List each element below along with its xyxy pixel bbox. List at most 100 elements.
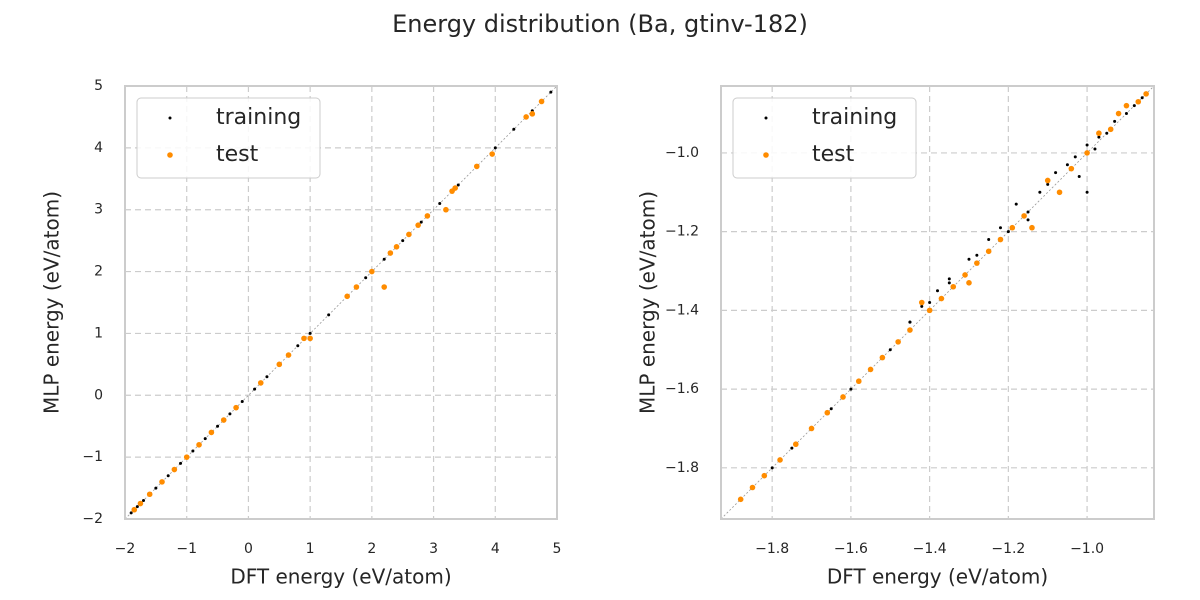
data-point [253, 387, 257, 391]
data-point [419, 220, 423, 224]
data-point [364, 276, 368, 280]
data-point [777, 457, 783, 463]
data-point [393, 244, 400, 250]
data-point [829, 407, 833, 411]
y-tick-label: 0 [94, 387, 103, 403]
legend-marker [764, 116, 768, 120]
data-point [1096, 130, 1102, 137]
data-point [947, 281, 951, 285]
data-point [171, 466, 178, 473]
data-point [135, 505, 139, 509]
data-point [975, 253, 979, 257]
x-tick-label: −1.0 [1070, 541, 1104, 557]
data-point [974, 260, 980, 266]
data-point [406, 231, 412, 238]
data-point [790, 446, 794, 450]
subplot: −1.8 −1.6 −1.4 −1.2 −1.0 −1.8 −1.6 −1.4 −1.2 −1.0… [636, 85, 1155, 589]
data-point [203, 437, 207, 441]
data-point [1026, 218, 1030, 222]
data-point [1077, 175, 1081, 179]
x-tick-label: −1.4 [913, 541, 947, 557]
x-tick-label: −1.8 [755, 541, 789, 557]
data-point [452, 185, 458, 191]
data-point [493, 146, 497, 150]
x-tick-label: 1 [306, 541, 315, 557]
x-tick-label: −1.2 [991, 541, 1025, 557]
data-point [1021, 213, 1027, 219]
data-point [228, 412, 232, 416]
y-tick-label: 1 [94, 325, 103, 341]
data-point [489, 151, 496, 157]
data-point [824, 409, 831, 416]
y-tick-label: −1.4 [665, 302, 699, 318]
data-point [233, 404, 239, 411]
data-point [840, 394, 846, 400]
data-point [154, 486, 158, 490]
legend-marker [763, 152, 769, 158]
data-point [1132, 104, 1136, 108]
data-point [529, 111, 536, 117]
data-point [879, 354, 886, 361]
data-point [926, 307, 933, 314]
data-point [1026, 210, 1030, 214]
data-point [967, 257, 971, 261]
x-tick-label: 3 [429, 541, 438, 557]
data-point [159, 479, 165, 485]
y-tick-label: 5 [94, 78, 103, 94]
axes-frame [124, 85, 558, 520]
data-point [1029, 224, 1035, 231]
data-point [987, 238, 991, 242]
data-point [792, 441, 799, 448]
data-point [737, 496, 744, 503]
y-tick-label: −2 [82, 511, 103, 527]
data-point [146, 491, 153, 498]
data-point [265, 375, 269, 379]
data-point [240, 399, 244, 403]
y-tick-label: 2 [94, 264, 103, 280]
data-point [415, 222, 421, 228]
data-point [1065, 163, 1069, 167]
data-point [907, 327, 913, 333]
data-point [549, 90, 553, 94]
data-point [387, 250, 394, 256]
data-point [966, 280, 972, 286]
data-point [191, 449, 195, 453]
data-point [1123, 102, 1130, 109]
data-point [936, 289, 939, 293]
data-point [179, 461, 183, 465]
data-point [1014, 202, 1018, 206]
data-point [456, 183, 460, 187]
data-point [985, 248, 992, 255]
legend-marker [168, 116, 172, 120]
data-point [129, 511, 133, 515]
data-point [216, 424, 220, 428]
data-point [1124, 112, 1128, 116]
data-point [401, 239, 405, 243]
data-point [196, 441, 202, 448]
data-point [1009, 224, 1016, 231]
data-point [307, 335, 313, 342]
data-point [855, 378, 862, 385]
data-point [1046, 182, 1050, 186]
data-point [1143, 91, 1149, 97]
data-point [947, 277, 951, 281]
data-point [1054, 171, 1058, 175]
y-tick-label: −1.2 [665, 224, 699, 240]
y-tick-label: 4 [94, 140, 103, 156]
legend-box [732, 97, 917, 179]
x-tick-label: 2 [367, 541, 376, 557]
data-point [166, 474, 170, 478]
legend-box [136, 97, 321, 179]
data-point [950, 283, 957, 290]
data-point [424, 213, 431, 219]
x-axis-label: DFT energy (eV/atom) [230, 565, 451, 589]
data-point [257, 380, 264, 386]
data-point [523, 114, 529, 120]
data-point [1135, 98, 1142, 105]
data-point [137, 500, 144, 507]
data-point [1038, 190, 1042, 194]
y-axis-label: MLP energy (eV/atom) [636, 191, 660, 414]
legend-label: training [812, 105, 897, 130]
